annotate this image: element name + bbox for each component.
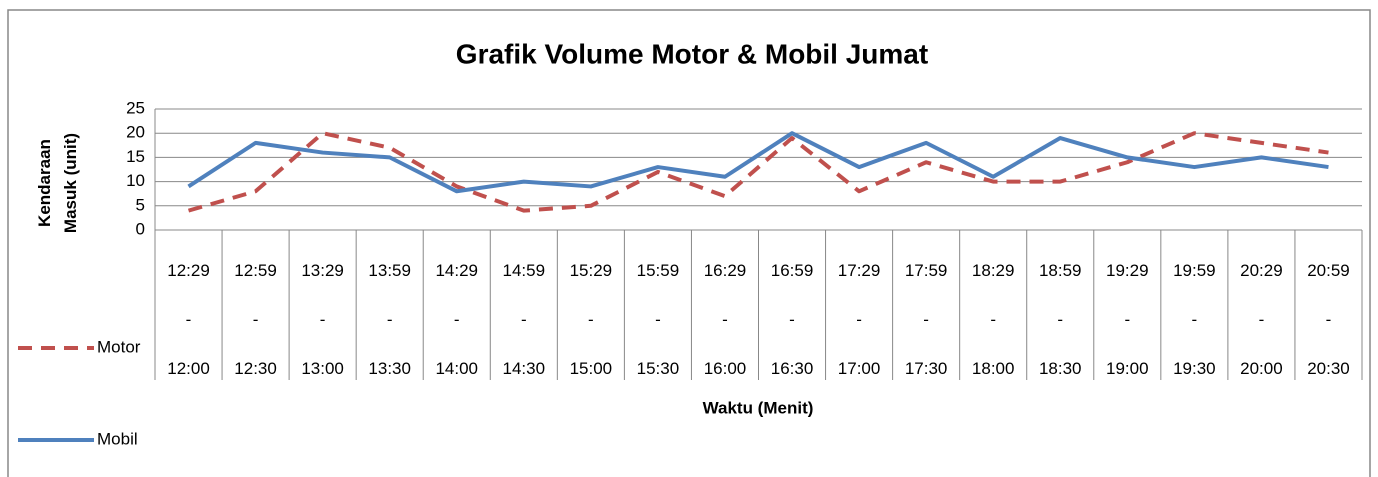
y-tick-label: 15 [126, 147, 145, 166]
x-tick-label: 18:29 - 18:00 [971, 261, 1015, 378]
y-tick-label: 20 [126, 123, 145, 142]
x-tick-label: 14:59 - 14:30 [502, 261, 546, 378]
x-tick-label: 14:29 - 14:00 [435, 261, 479, 378]
y-axis-title: Kendaraan Masuk (unit) [35, 132, 80, 234]
x-tick-label: 12:59 - 12:30 [234, 261, 277, 378]
x-tick-label: 19:29 - 19:00 [1106, 261, 1149, 378]
y-tick-label: 10 [126, 171, 145, 190]
chart-frame [7, 9, 1371, 477]
x-tick-label: 16:59 - 16:30 [770, 261, 814, 378]
x-tick-label: 20:59 - 20:30 [1307, 261, 1350, 378]
x-tick-label: 12:29 - 12:00 [167, 261, 210, 378]
x-tick-label: 19:59 - 19:30 [1173, 261, 1216, 378]
legend-label: Mobil [97, 429, 138, 448]
x-tick-label: 15:29 - 15:00 [569, 261, 613, 378]
legend-label: Motor [97, 337, 141, 356]
x-axis-title: Waktu (Menit) [703, 398, 814, 417]
x-tick-label: 13:59 - 13:30 [368, 261, 411, 378]
x-tick-label: 16:29 - 16:00 [703, 261, 747, 378]
x-tick-label: 17:29 - 17:00 [837, 261, 881, 378]
series-line [187, 131, 1329, 213]
x-tick-label: 13:29 - 13:00 [301, 261, 344, 378]
y-tick-label: 0 [136, 219, 145, 238]
x-tick-label: 20:29 - 20:00 [1240, 261, 1283, 378]
x-tick-label: 18:59 - 18:30 [1038, 261, 1082, 378]
y-tick-label: 25 [126, 98, 145, 117]
chart-title: Grafik Volume Motor & Mobil Jumat [456, 38, 928, 69]
x-tick-label: 17:59 - 17:30 [904, 261, 948, 378]
y-tick-label: 5 [136, 195, 145, 214]
series-line [187, 131, 1329, 194]
x-tick-label: 15:59 - 15:30 [636, 261, 680, 378]
